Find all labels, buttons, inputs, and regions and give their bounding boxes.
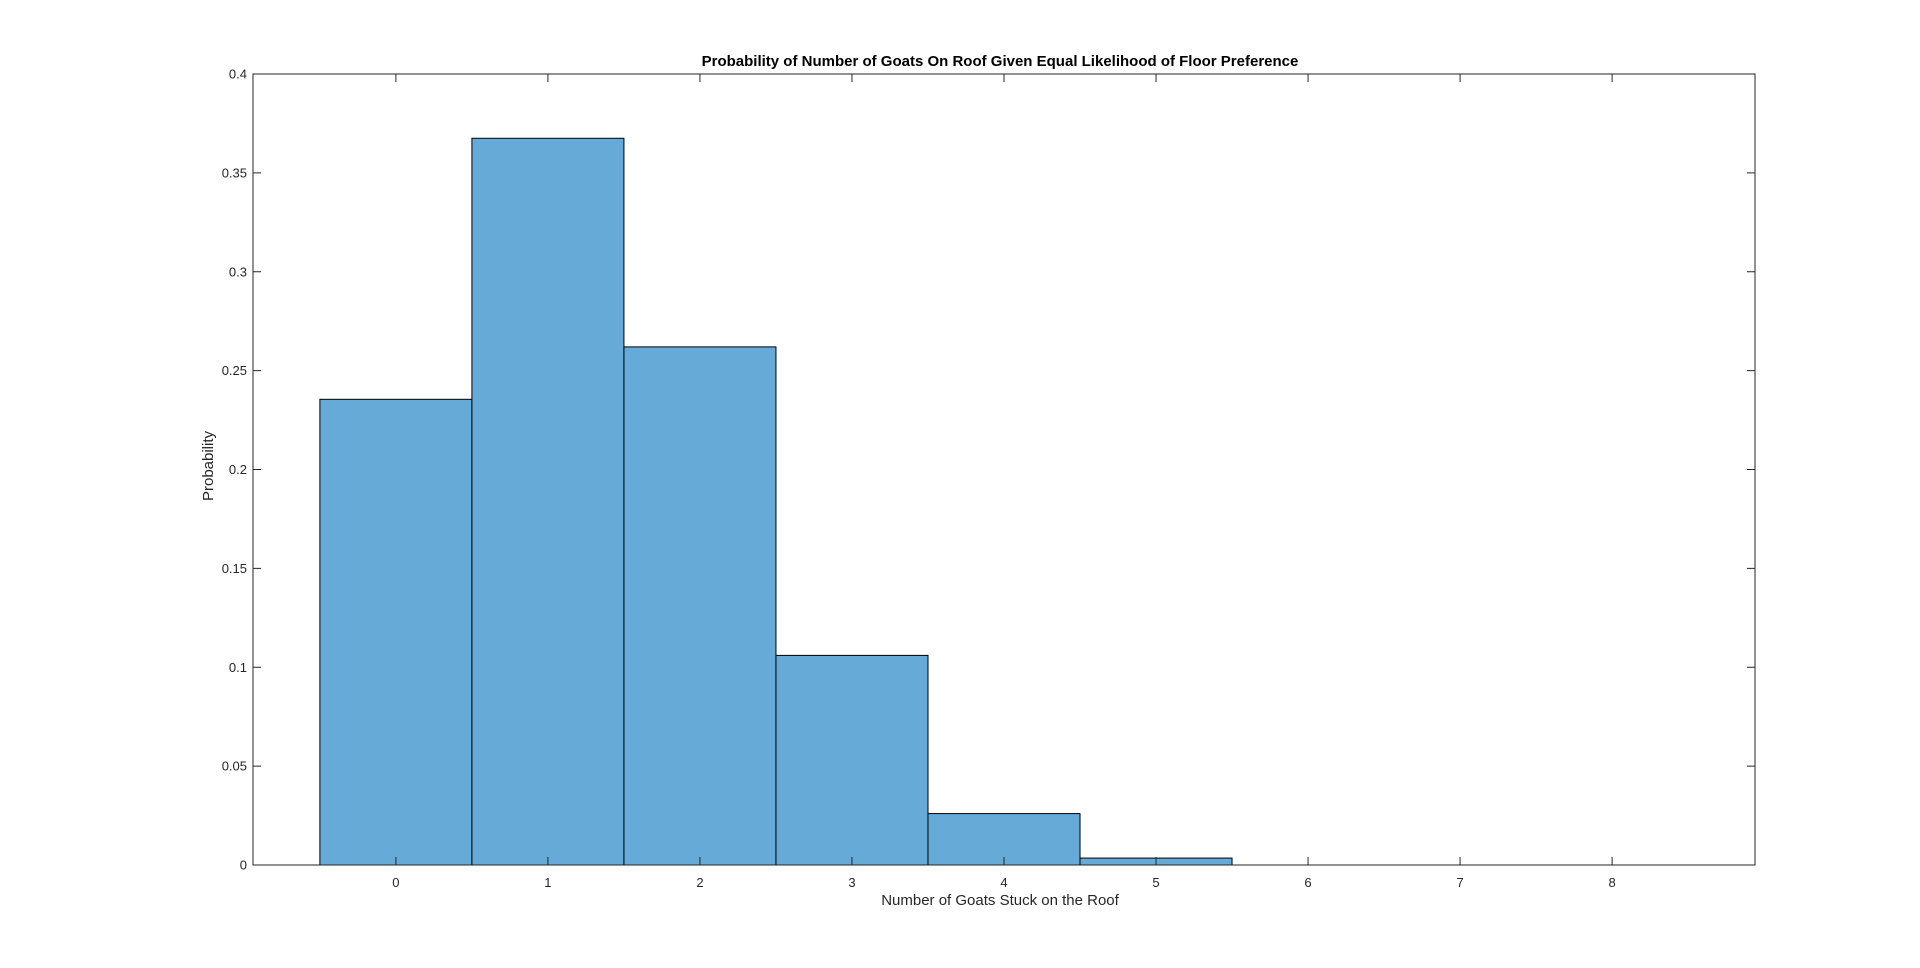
chart-title: Probability of Number of Goats On Roof G…: [702, 53, 1299, 70]
bars: [319, 137, 1233, 866]
bar-0: [319, 398, 473, 866]
y-tick-label-0.3: 0.3: [229, 264, 247, 279]
x-tick-labels: 0 1 2 3 4 5 6 7 8: [392, 875, 1615, 890]
y-tick-label-0.05: 0.05: [222, 759, 247, 774]
x-tick-label-6: 6: [1304, 875, 1311, 890]
x-tick-label-7: 7: [1456, 875, 1463, 890]
x-tick-label-2: 2: [696, 875, 703, 890]
y-tick-label-0.4: 0.4: [229, 67, 247, 82]
y-tick-label-0.2: 0.2: [229, 462, 247, 477]
x-axis-label: Number of Goats Stuck on the Roof: [881, 892, 1119, 909]
y-tick-labels: 0 0.05 0.1 0.15 0.2 0.25 0.3 0.35 0.4: [222, 67, 247, 873]
x-tick-label-4: 4: [1000, 875, 1007, 890]
x-tick-label-0: 0: [392, 875, 399, 890]
bar-4: [927, 813, 1081, 866]
bar-1: [471, 137, 625, 866]
bar-3: [775, 654, 929, 866]
x-tick-label-3: 3: [848, 875, 855, 890]
y-axis-label: Probability: [200, 430, 217, 501]
y-tick-label-0.35: 0.35: [222, 165, 247, 180]
y-tick-label-0.25: 0.25: [222, 363, 247, 378]
x-tick-label-8: 8: [1608, 875, 1615, 890]
x-tick-label-5: 5: [1152, 875, 1159, 890]
y-tick-label-0.1: 0.1: [229, 660, 247, 675]
x-tick-label-1: 1: [544, 875, 551, 890]
ticks: [253, 73, 1755, 866]
y-tick-label-0.15: 0.15: [222, 561, 247, 576]
y-tick-label-0: 0: [240, 858, 247, 873]
bar-2: [623, 346, 777, 866]
